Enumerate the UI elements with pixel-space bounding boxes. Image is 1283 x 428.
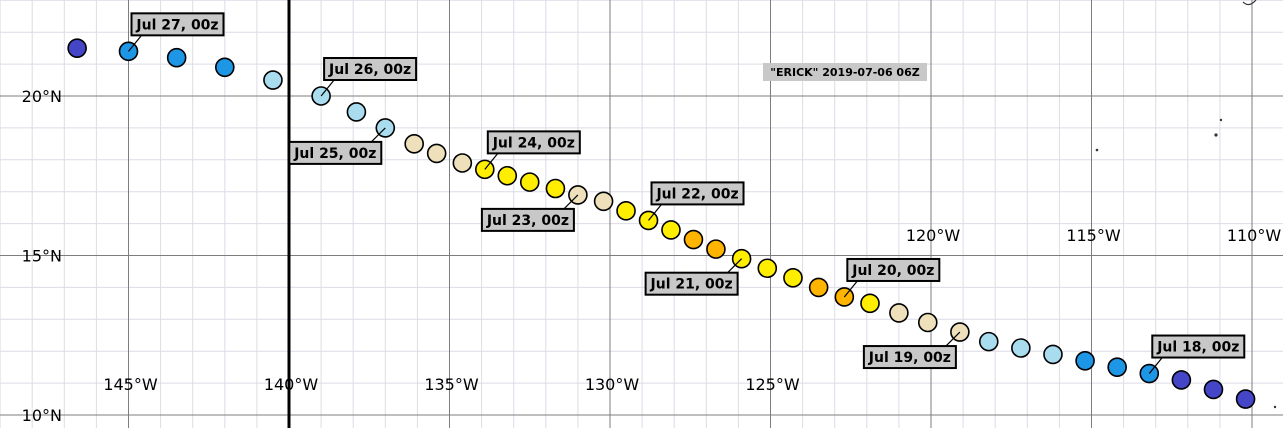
date-label-text: Jul 26, 00z bbox=[328, 62, 411, 78]
track-point bbox=[1235, 389, 1256, 409]
track-point bbox=[783, 268, 803, 288]
track-point bbox=[346, 102, 367, 122]
track-point bbox=[452, 153, 473, 173]
date-label-leader bbox=[484, 152, 499, 170]
longitude-label: 120°W bbox=[906, 226, 961, 245]
track-point bbox=[978, 331, 999, 352]
date-label: Jul 26, 00z bbox=[320, 57, 418, 97]
track-point bbox=[889, 303, 909, 323]
island-dot bbox=[1095, 148, 1099, 152]
track-point bbox=[215, 57, 235, 78]
date-label-leader bbox=[727, 258, 743, 274]
date-label-box bbox=[486, 130, 581, 155]
date-label-text: Jul 21, 00z bbox=[650, 277, 733, 293]
longitude-label: 110°W bbox=[1227, 226, 1282, 245]
track-point bbox=[683, 229, 704, 250]
track-point bbox=[917, 312, 938, 333]
date-label-leader bbox=[843, 280, 858, 298]
date-label: Jul 21, 00z bbox=[644, 258, 743, 296]
date-label-text: Jul 18, 00z bbox=[1156, 340, 1239, 356]
date-label-box bbox=[846, 257, 941, 282]
date-label-text: Jul 25, 00z bbox=[293, 146, 376, 162]
date-label-leader bbox=[648, 204, 662, 221]
latitude-label: 20°N bbox=[22, 87, 62, 106]
longitude-label: 115°W bbox=[1066, 226, 1121, 245]
track-point bbox=[404, 134, 424, 154]
longitude-label: 125°W bbox=[745, 375, 800, 394]
date-label-text: Jul 27, 00z bbox=[135, 17, 218, 33]
track-point bbox=[706, 239, 726, 259]
date-label-leader bbox=[1148, 357, 1163, 374]
track-point bbox=[497, 165, 518, 186]
track-point bbox=[426, 143, 447, 164]
date-label-leader bbox=[370, 127, 386, 143]
date-label-box bbox=[650, 181, 745, 206]
latitude-labels: 20°N 15°N 10°N bbox=[22, 87, 62, 425]
longitude-label: 130°W bbox=[585, 375, 640, 394]
island-dot bbox=[1273, 405, 1277, 409]
longitude-label: 135°W bbox=[424, 375, 479, 394]
coastline-islands bbox=[1095, 0, 1277, 409]
date-label-box bbox=[130, 12, 225, 37]
date-label-leader bbox=[128, 34, 142, 52]
date-label-box bbox=[288, 140, 383, 165]
island-dot bbox=[1219, 118, 1223, 122]
track-point bbox=[593, 191, 614, 212]
date-label-leader bbox=[563, 194, 579, 210]
date-label-box bbox=[480, 207, 575, 232]
date-label-text: Jul 22, 00z bbox=[655, 186, 738, 202]
track-point bbox=[545, 178, 566, 199]
date-label: Jul 23, 00z bbox=[480, 194, 579, 232]
date-label-leader bbox=[320, 79, 335, 97]
date-label-text: Jul 20, 00z bbox=[851, 263, 934, 279]
date-label: Jul 24, 00z bbox=[484, 130, 581, 170]
track-point bbox=[1171, 370, 1192, 390]
storm-track bbox=[67, 38, 1256, 409]
date-label: Jul 25, 00z bbox=[288, 127, 386, 165]
date-label-leader bbox=[945, 331, 961, 347]
date-label: Jul 27, 00z bbox=[128, 12, 225, 52]
track-point bbox=[519, 172, 540, 192]
latitude-label: 15°N bbox=[22, 247, 62, 266]
track-point bbox=[860, 293, 880, 314]
track-point bbox=[1075, 350, 1095, 371]
longitude-labels: 145°W 140°W 135°W 130°W 125°W 120°W 115°W 110°W bbox=[103, 226, 1281, 394]
date-label-box bbox=[644, 271, 739, 296]
date-label-text: Jul 19, 00z bbox=[868, 350, 951, 366]
track-point bbox=[1107, 357, 1127, 377]
longitude-label: 145°W bbox=[103, 375, 158, 394]
coastline-fragment bbox=[1242, 0, 1257, 6]
date-label: Jul 18, 00z bbox=[1148, 334, 1246, 374]
date-label: Jul 20, 00z bbox=[843, 257, 941, 298]
track-point bbox=[616, 201, 636, 221]
track-point bbox=[808, 277, 829, 298]
storm-title-box bbox=[763, 63, 927, 81]
track-point bbox=[166, 47, 187, 68]
date-label-text: Jul 24, 00z bbox=[492, 135, 575, 151]
track-point bbox=[1203, 379, 1224, 400]
longitude-label: 140°W bbox=[264, 375, 319, 394]
track-point bbox=[661, 220, 681, 240]
date-label: Jul 19, 00z bbox=[862, 331, 961, 370]
storm-title-label: "ERICK" 2019-07-06 06Z bbox=[763, 63, 927, 81]
track-point bbox=[263, 70, 283, 90]
latitude-label: 10°N bbox=[22, 406, 62, 425]
island-dot bbox=[1214, 133, 1218, 137]
date-label: Jul 22, 00z bbox=[648, 181, 745, 221]
track-point bbox=[67, 38, 87, 58]
date-label-box bbox=[323, 57, 418, 81]
storm-title-text: "ERICK" 2019-07-06 06Z bbox=[770, 66, 919, 79]
date-label-box bbox=[1151, 334, 1246, 359]
date-label-box bbox=[862, 345, 957, 370]
date-labels: Jul 27, 00z Jul 26, 00z Jul 25, 00z Jul 24,… bbox=[128, 12, 1246, 374]
track-point bbox=[1043, 344, 1063, 365]
date-label-text: Jul 23, 00z bbox=[486, 213, 569, 229]
track-point bbox=[1011, 338, 1031, 358]
track-point bbox=[757, 258, 778, 279]
